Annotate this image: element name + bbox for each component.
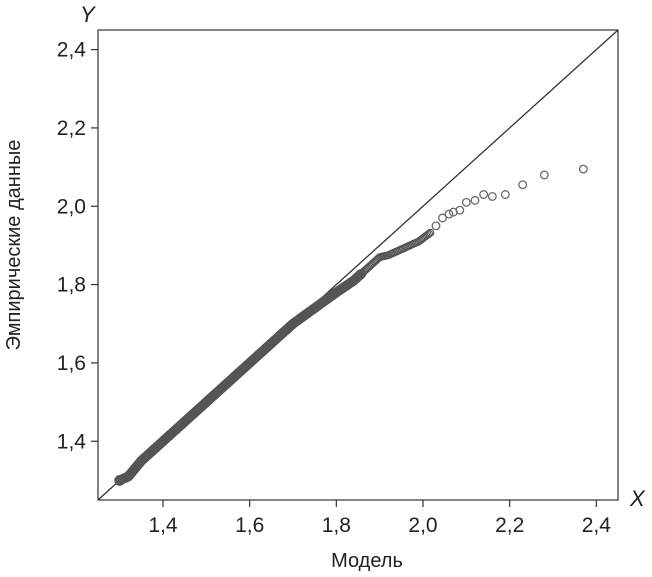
data-point	[426, 228, 435, 237]
data-point	[444, 209, 454, 219]
y-axis-title: Эмпирические данные	[3, 140, 25, 351]
x-axis-title: Модель	[331, 550, 403, 572]
x-tick-label: 2,0	[408, 514, 437, 537]
data-point	[479, 190, 489, 199]
data-point	[431, 221, 441, 231]
data-point	[461, 197, 471, 207]
data-point	[518, 180, 528, 190]
y-tick-label: 2,0	[57, 195, 86, 218]
data-point	[114, 475, 126, 486]
x-tick-label: 1,6	[235, 514, 264, 537]
data-point	[438, 213, 447, 223]
y-axis-letter: Y	[80, 2, 96, 27]
x-tick-label: 2,2	[495, 514, 524, 537]
data-point	[578, 164, 588, 174]
x-tick-label: 2,4	[582, 514, 612, 537]
y-tick-label: 1,4	[57, 430, 87, 453]
y-tick-label: 1,8	[57, 274, 86, 297]
plot-frame	[97, 29, 619, 501]
data-point	[487, 192, 497, 201]
y-tick-label: 2,2	[57, 117, 86, 140]
data-point	[470, 195, 480, 205]
y-axis-ticks: 1,4 1,6 1,8 2,0 2,2 2,4	[57, 39, 98, 453]
x-tick-label: 1,4	[148, 514, 178, 537]
data-points-group	[114, 164, 588, 486]
x-axis-ticks: 1,4 1,6 1,8 2,0 2,2 2,4	[148, 500, 611, 537]
data-point	[500, 190, 510, 199]
data-point	[539, 170, 549, 180]
x-tick-label: 1,8	[322, 514, 351, 537]
y-tick-label: 1,6	[57, 352, 86, 375]
x-axis-letter: X	[629, 486, 646, 511]
plot-frame-group	[97, 29, 619, 501]
data-point	[455, 205, 465, 215]
y-tick-label: 2,4	[57, 39, 87, 62]
data-point	[425, 229, 434, 238]
